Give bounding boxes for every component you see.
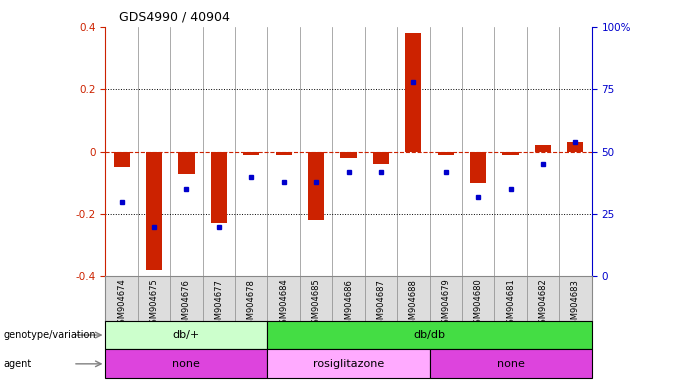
Bar [373, 152, 389, 164]
Bar [567, 142, 583, 152]
Bar [341, 152, 356, 158]
Bar [105, 321, 267, 349]
Text: agent: agent [3, 359, 32, 369]
Bar [405, 33, 422, 152]
Text: GSM904683: GSM904683 [571, 279, 580, 329]
Text: GSM904684: GSM904684 [279, 279, 288, 329]
Bar [267, 321, 592, 349]
Bar [430, 349, 592, 378]
Text: GSM904681: GSM904681 [506, 279, 515, 329]
Bar [267, 349, 430, 378]
Text: GSM904675: GSM904675 [150, 279, 158, 329]
Bar [438, 152, 454, 155]
Text: genotype/variation: genotype/variation [3, 330, 96, 340]
Bar [308, 152, 324, 220]
Bar [275, 152, 292, 155]
Text: GSM904687: GSM904687 [377, 279, 386, 329]
Bar [470, 152, 486, 183]
Bar [243, 152, 259, 155]
Text: rosiglitazone: rosiglitazone [313, 359, 384, 369]
Text: GSM904677: GSM904677 [214, 279, 223, 329]
Bar [105, 349, 267, 378]
Text: db/+: db/+ [173, 330, 200, 340]
Text: GDS4990 / 40904: GDS4990 / 40904 [119, 10, 230, 23]
Text: db/db: db/db [413, 330, 445, 340]
Text: GSM904674: GSM904674 [117, 279, 126, 329]
Text: GSM904678: GSM904678 [247, 279, 256, 329]
Text: GSM904676: GSM904676 [182, 279, 191, 329]
Text: none: none [173, 359, 201, 369]
Text: GSM904686: GSM904686 [344, 279, 353, 329]
Bar [178, 152, 194, 174]
Text: GSM904685: GSM904685 [311, 279, 320, 329]
Bar [535, 146, 551, 152]
Bar [146, 152, 162, 270]
Text: GSM904679: GSM904679 [441, 279, 450, 329]
Text: none: none [496, 359, 524, 369]
Bar [114, 152, 130, 167]
Bar [503, 152, 519, 155]
Bar [211, 152, 227, 223]
Text: GSM904680: GSM904680 [474, 279, 483, 329]
Text: GSM904688: GSM904688 [409, 279, 418, 329]
Text: GSM904682: GSM904682 [539, 279, 547, 329]
